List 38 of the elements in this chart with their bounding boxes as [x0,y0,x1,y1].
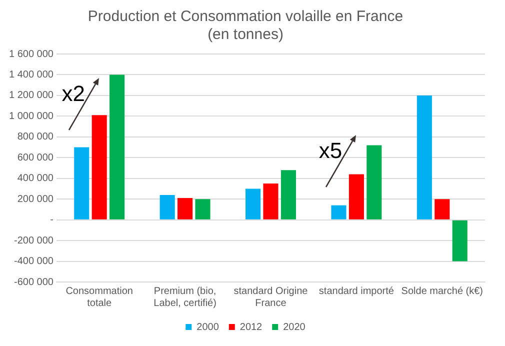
y-tick-label: 800 000 [17,132,54,143]
legend-label: 2020 [283,322,306,333]
bar [263,184,278,220]
bar [434,199,450,220]
y-tick-label: 1 000 000 [8,110,54,122]
bar [178,198,193,220]
y-tick-label: -200 000 [14,235,54,246]
bar [92,115,107,220]
bar [246,188,261,220]
y-tick-label: 1 200 000 [8,90,54,102]
x-tick-label: Premium (bio, Label, certifié) [154,286,216,309]
y-tick-label: -600 000 [14,276,54,288]
y-tick-label: -400 000 [14,256,54,268]
y-tick-label: 1 400 000 [8,69,54,80]
bar [331,205,346,220]
y-tick-label: 200 000 [17,194,54,205]
bar [110,74,125,220]
bar [452,220,468,262]
y-tick-label: 400 000 [17,173,54,184]
bar [280,170,296,220]
bar [195,199,210,220]
bar [366,145,382,220]
bar [160,194,175,220]
bar [416,95,432,220]
x-tick-label: standard Origine France [234,286,308,309]
annotation: x5 [318,138,342,164]
y-tick-label: 1 600 000 [8,48,54,60]
annotation: x2 [62,81,85,106]
y-tick-label: - [50,214,54,226]
chart-title: Production et Consommation volaille en France (en tonnes) [88,8,404,44]
legend-label: 2000 [196,322,220,333]
bar [74,147,90,220]
legend-label: 2012 [240,322,263,333]
x-tick-label: standard importé [318,286,394,297]
y-tick-label: 600 000 [17,152,54,164]
x-tick-label: Solde marché (k€) [401,286,483,297]
bar [348,174,364,220]
x-tick-label: Consommation totale [66,286,133,309]
